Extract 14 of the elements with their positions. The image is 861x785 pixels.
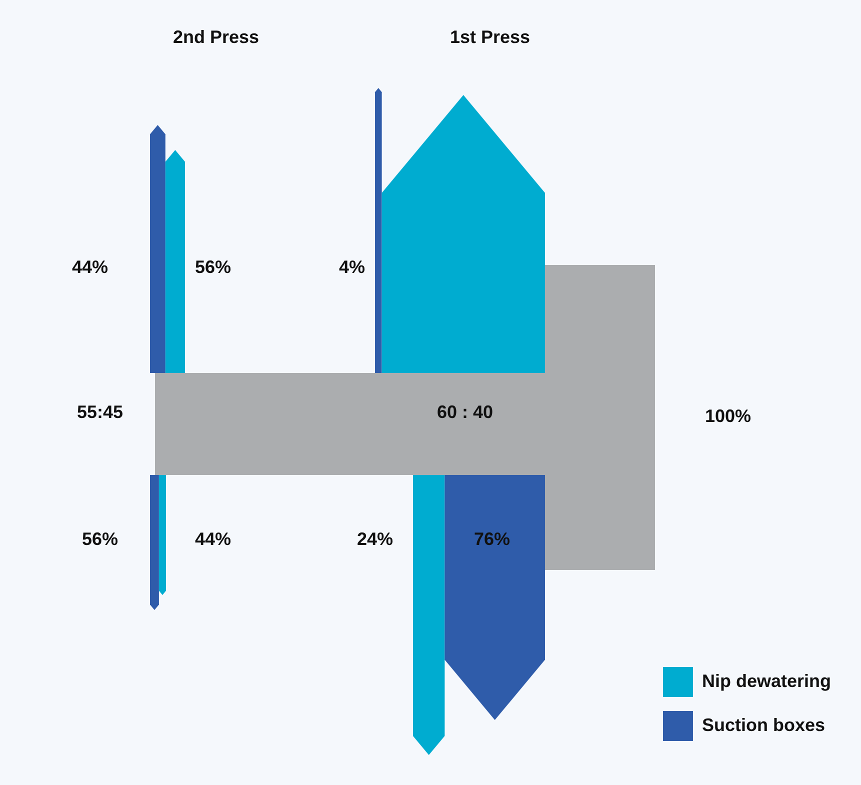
category-label: 2nd Press [172,26,260,47]
text: 60 : 40 [436,402,494,422]
text: 100% [704,406,752,426]
data-label: 44% [194,528,232,549]
data-label: 56% [82,528,118,549]
data-label: 76% [474,528,510,549]
legend-label: Suction boxes [702,714,826,735]
data-label: 4% [338,256,366,277]
legend-label: Nip dewatering [702,670,831,691]
data-label: 44% [72,256,108,277]
data-label: 56% [194,256,232,277]
data-label: 24% [356,528,394,549]
category-label: 1st Press [450,26,530,47]
text: 55:45 [76,402,124,422]
